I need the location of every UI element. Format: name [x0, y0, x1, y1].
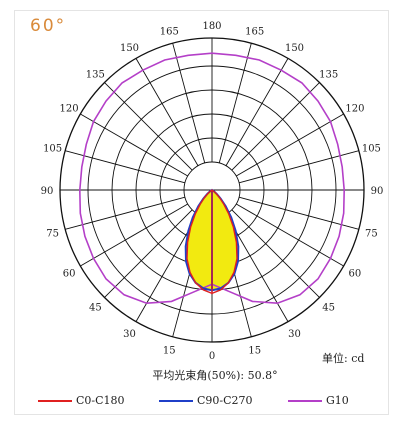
legend-swatch-c0-c180	[38, 399, 72, 402]
tick-label: 45	[89, 303, 102, 314]
tick-label: 45	[322, 303, 335, 314]
grid-spoke	[231, 82, 320, 171]
legend-swatch-c90-c270	[159, 399, 193, 402]
beam-angle-label: 60°	[30, 16, 67, 36]
grid-spoke	[238, 150, 359, 184]
series-c0-c180-curve	[186, 189, 238, 295]
tick-label: 30	[288, 329, 301, 340]
tick-label: 105	[43, 143, 62, 154]
legend: C0-C180 C90-C270 G10	[18, 394, 378, 412]
grid-spoke	[236, 113, 344, 177]
legend-item-c0-c180: C0-C180	[38, 394, 125, 407]
tick-label: 30	[123, 329, 136, 340]
grid-spoke	[80, 113, 188, 177]
series-g10-curve	[78, 52, 346, 305]
tick-label: 150	[120, 43, 139, 54]
unit-label: 单位: cd	[322, 351, 364, 365]
tick-label: 120	[60, 104, 79, 115]
grid-spoke	[80, 203, 188, 267]
grid-spoke	[104, 82, 193, 171]
grid-spoke	[135, 58, 199, 166]
tick-label: 75	[365, 229, 378, 240]
tick-label: 60	[63, 269, 76, 280]
tick-label: 0	[209, 351, 215, 362]
tick-label: 120	[345, 104, 364, 115]
tick-label: 165	[245, 27, 264, 38]
grid-spoke	[238, 196, 359, 230]
tick-label: 105	[362, 143, 381, 154]
tick-label: 135	[86, 69, 105, 80]
tick-label: 75	[46, 229, 59, 240]
grid-spoke	[104, 209, 193, 298]
grid-spoke	[218, 43, 252, 164]
grid-spoke	[172, 43, 206, 164]
grid-spoke	[65, 150, 186, 184]
legend-swatch-g10	[288, 399, 322, 402]
chart-frame	[14, 10, 389, 415]
tick-label: 150	[285, 43, 304, 54]
grid-spoke	[236, 203, 344, 267]
tick-label: 60	[349, 269, 362, 280]
legend-label-g10: G10	[326, 394, 349, 407]
angle-tick-labels: 0 15 15 30 30 45 45 60 60 75 75 90 90 105 105 120 120 135…	[41, 21, 384, 362]
tick-label: 15	[163, 345, 176, 356]
grid-spoke	[225, 58, 289, 166]
tick-label: 15	[248, 345, 261, 356]
tick-label: 90	[371, 186, 384, 197]
tick-label: 180	[202, 21, 221, 32]
beam-angle-text: 平均光束角(50%): 50.8°	[152, 368, 277, 382]
tick-label: 90	[41, 186, 54, 197]
grid-spoke	[231, 209, 320, 298]
series-layer	[78, 52, 346, 305]
legend-item-g10: G10	[288, 394, 349, 407]
tick-label: 135	[319, 69, 338, 80]
tick-label: 165	[160, 27, 179, 38]
legend-label-c90-c270: C90-C270	[197, 394, 253, 407]
grid-spoke	[65, 196, 186, 230]
legend-label-c0-c180: C0-C180	[76, 394, 125, 407]
legend-item-c90-c270: C90-C270	[159, 394, 253, 407]
